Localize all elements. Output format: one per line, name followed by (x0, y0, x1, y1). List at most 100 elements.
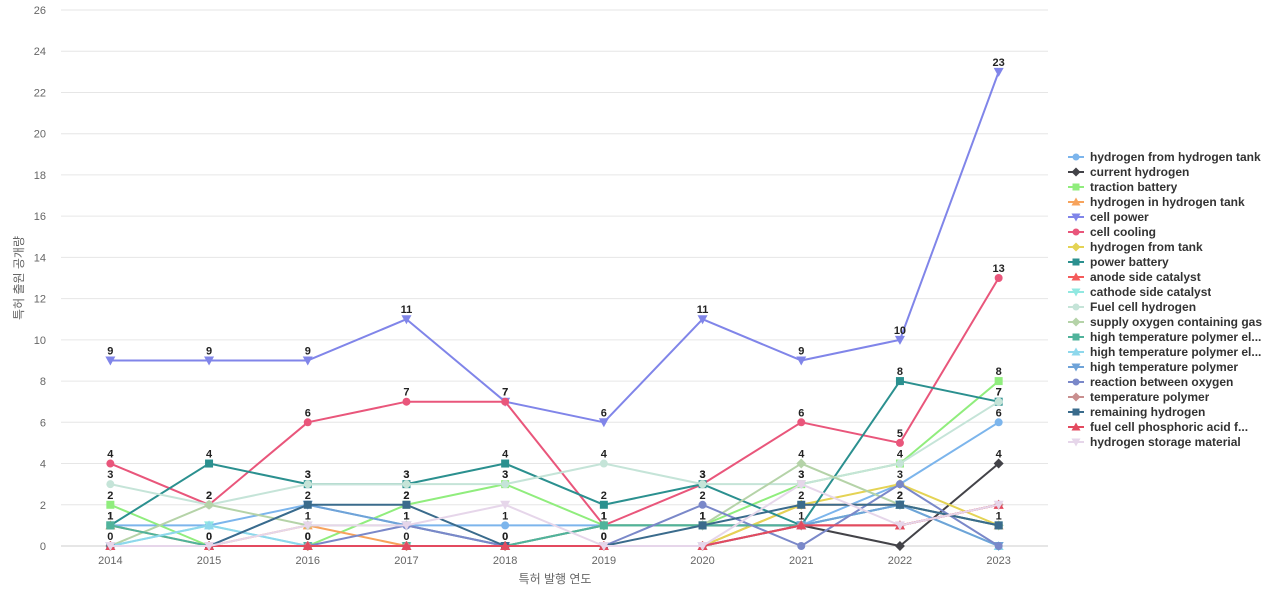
data-label: 0 (403, 531, 409, 543)
data-point (401, 521, 412, 531)
legend-item[interactable]: high temperature polymer el... (1068, 344, 1280, 359)
data-point (501, 397, 510, 406)
data-label: 0 (206, 531, 212, 543)
data-label: 3 (699, 469, 705, 481)
legend-item[interactable]: current hydrogen (1068, 164, 1280, 179)
x-tick-label: 2015 (197, 555, 221, 567)
data-label: 13 (993, 263, 1005, 275)
data-label: 6 (305, 407, 311, 419)
data-label: 2 (206, 490, 212, 502)
data-label: 2 (699, 490, 705, 502)
data-point (994, 274, 1003, 282)
legend-item[interactable]: cathode side catalyst (1068, 284, 1280, 299)
legend-swatch-icon (1068, 422, 1084, 430)
data-point (599, 459, 608, 468)
legend-swatch-icon (1068, 258, 1084, 265)
legend-label: high temperature polymer el... (1090, 329, 1262, 344)
legend-item[interactable]: supply oxygen containing gas (1068, 314, 1280, 329)
data-point (106, 459, 115, 468)
series-line (110, 483, 1000, 547)
data-point (303, 480, 312, 489)
legend-item[interactable]: hydrogen from hydrogen tank (1068, 149, 1280, 164)
data-label: 3 (107, 469, 113, 481)
data-point (797, 418, 806, 427)
series-layer (105, 67, 1004, 551)
legend-item[interactable]: fuel cell phosphoric acid f... (1068, 419, 1280, 434)
legend-item[interactable]: traction battery (1068, 179, 1280, 194)
x-tick-label: 2020 (690, 555, 714, 567)
data-point (796, 458, 807, 469)
legend: hydrogen from hydrogen tank current hydro… (1068, 149, 1280, 449)
data-label: 10 (894, 325, 906, 337)
data-point (698, 521, 707, 530)
legend-item[interactable]: cell cooling (1068, 224, 1280, 239)
data-point (204, 542, 215, 551)
data-point (402, 500, 411, 509)
legend-swatch-icon (1068, 197, 1084, 205)
data-label: 3 (699, 469, 705, 481)
legend-swatch-icon (1068, 333, 1084, 340)
x-tick-label: 2019 (592, 555, 616, 567)
data-label: 0 (206, 531, 212, 543)
x-tick-label: 2014 (98, 555, 122, 567)
data-label: 0 (502, 531, 508, 543)
data-point (501, 480, 510, 489)
legend-item[interactable]: hydrogen in hydrogen tank (1068, 194, 1280, 209)
legend-label: cell power (1090, 209, 1149, 224)
legend-label: Fuel cell hydrogen (1090, 299, 1197, 314)
legend-item[interactable]: remaining hydrogen (1068, 404, 1280, 419)
data-label: 11 (697, 304, 709, 316)
data-point (501, 459, 510, 468)
data-label: 6 (996, 407, 1002, 419)
data-point (105, 356, 116, 366)
data-label: 6 (601, 407, 607, 419)
data-point (993, 67, 1004, 77)
legend-item[interactable]: hydrogen from tank (1068, 239, 1280, 254)
data-point (204, 520, 215, 530)
legend-item[interactable]: high temperature polymer (1068, 359, 1280, 374)
data-point (303, 500, 312, 509)
legend-item[interactable]: temperature polymer (1068, 389, 1280, 404)
data-point (598, 542, 609, 551)
legend-label: reaction between oxygen (1090, 374, 1234, 389)
data-point (894, 335, 905, 345)
data-point (895, 459, 904, 468)
data-label: 0 (502, 531, 508, 543)
data-label: 7 (996, 387, 1002, 399)
legend-item[interactable]: cell power (1068, 209, 1280, 224)
data-point (994, 397, 1003, 406)
data-label: 9 (305, 345, 311, 357)
legend-item[interactable]: high temperature polymer el... (1068, 329, 1280, 344)
data-point (796, 480, 807, 490)
legend-item[interactable]: hydrogen storage material (1068, 434, 1280, 449)
legend-item[interactable]: Fuel cell hydrogen (1068, 299, 1280, 314)
data-point (302, 541, 313, 550)
data-point (401, 541, 412, 550)
data-point (106, 521, 115, 530)
x-tick-label: 2017 (394, 555, 418, 567)
data-point (598, 418, 609, 428)
legend-swatch-icon (1068, 288, 1084, 296)
data-label: 2 (206, 490, 212, 502)
data-label: 3 (502, 469, 508, 481)
data-label: 2 (403, 490, 409, 502)
data-label: 1 (403, 510, 409, 522)
y-tick-label: 4 (40, 459, 46, 471)
legend-label: power battery (1090, 254, 1169, 269)
data-label: 23 (993, 57, 1005, 69)
data-label: 7 (502, 387, 508, 399)
data-label: 1 (403, 510, 409, 522)
legend-item[interactable]: reaction between oxygen (1068, 374, 1280, 389)
data-label: 4 (798, 449, 805, 461)
data-point (500, 500, 511, 510)
legend-label: hydrogen in hydrogen tank (1090, 194, 1245, 209)
legend-item[interactable]: power battery (1068, 254, 1280, 269)
data-label: 3 (305, 469, 311, 481)
data-label: 3 (699, 469, 705, 481)
series-line (110, 400, 1000, 506)
data-point (402, 397, 411, 406)
data-point (698, 500, 707, 509)
data-label: 3 (897, 469, 903, 481)
legend-item[interactable]: anode side catalyst (1068, 269, 1280, 284)
data-label: 2 (107, 490, 113, 502)
